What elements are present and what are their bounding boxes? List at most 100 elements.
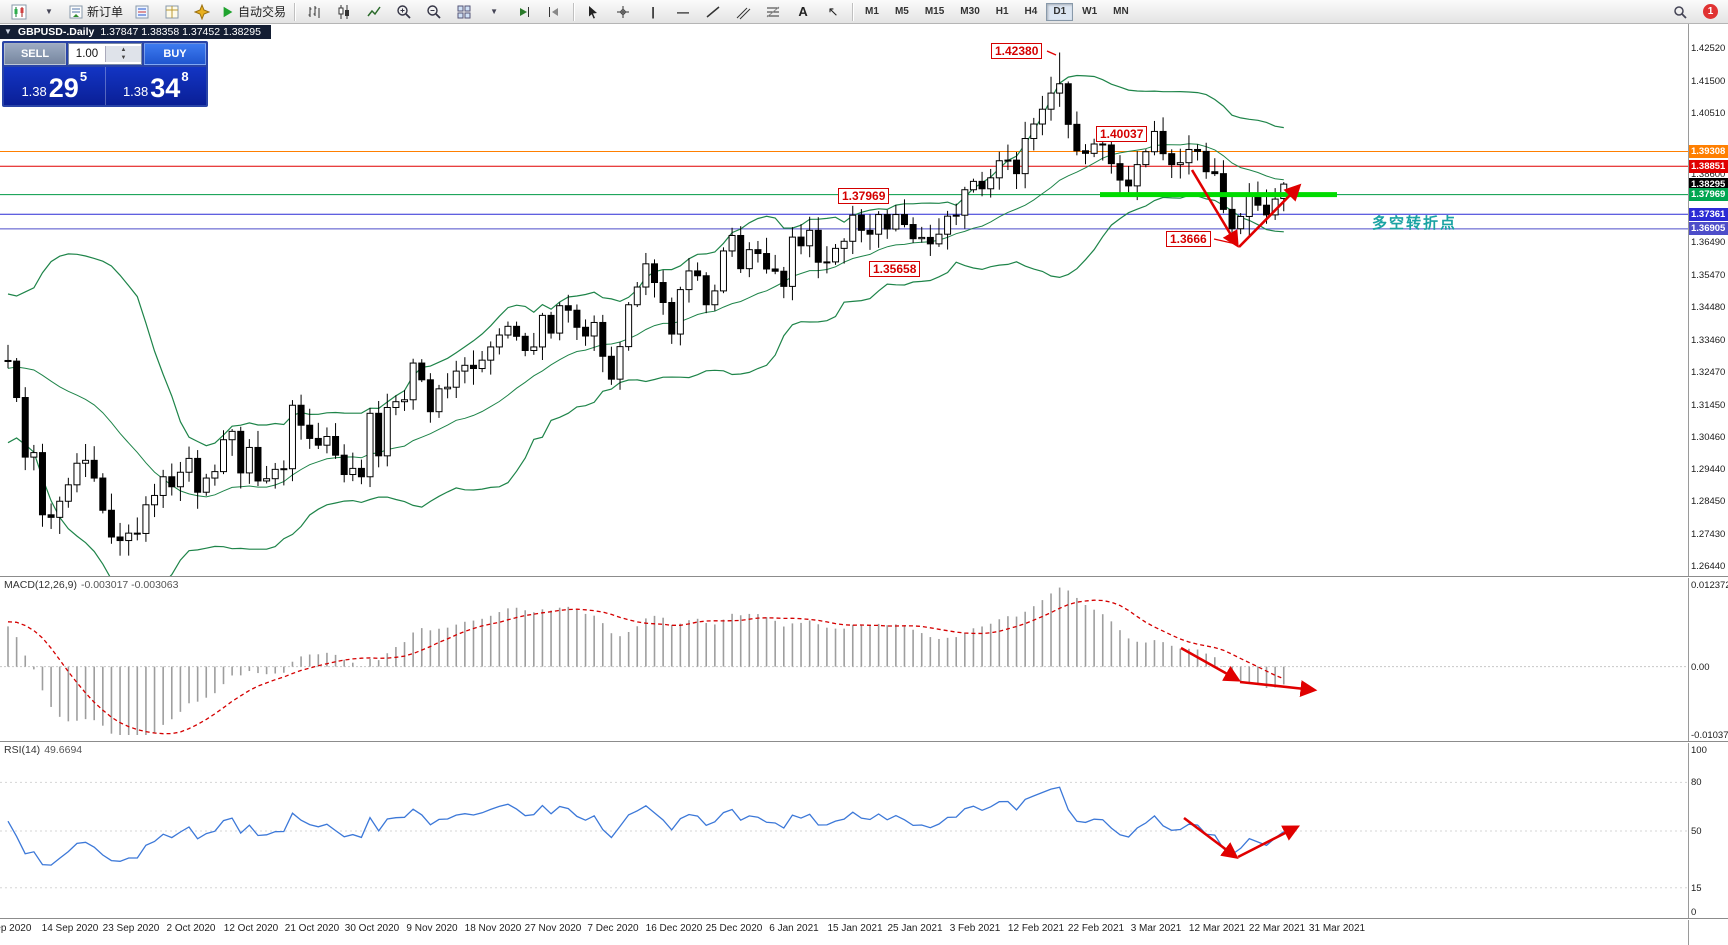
tf-button-H1[interactable]: H1 (989, 3, 1016, 21)
volume-value[interactable]: 1.00 (75, 48, 99, 60)
search-icon[interactable] (1665, 1, 1695, 23)
candle-body (1142, 151, 1150, 166)
chart-shift-button[interactable] (539, 1, 569, 23)
chinese-note-annotation[interactable]: 多空转折点 (1372, 215, 1458, 232)
panel-separator[interactable] (0, 576, 1728, 578)
tf-button-M15[interactable]: M15 (918, 3, 951, 21)
collapse-triangle-icon[interactable]: ▼ (4, 27, 12, 36)
price-annotation-box[interactable]: 1.35658 (869, 261, 921, 277)
line-chart-button[interactable] (359, 1, 389, 23)
candle-body (13, 360, 21, 399)
date-label: 27 Nov 2020 (524, 923, 582, 934)
market-watch-button[interactable] (127, 1, 157, 23)
tf-button-M5[interactable]: M5 (888, 3, 916, 21)
candle-body (814, 229, 822, 263)
candle-body (1082, 150, 1089, 154)
volume-up-button[interactable]: ▲ (105, 46, 141, 54)
date-label: Sep 2020 (0, 923, 32, 934)
candle-body (220, 439, 227, 473)
date-label: 12 Mar 2021 (1188, 923, 1246, 934)
candle-body (306, 424, 314, 439)
main-price-panel (0, 50, 1688, 576)
candle-body (263, 478, 271, 482)
buy-price[interactable]: 1.38 34 8 (104, 67, 206, 105)
candle-body (254, 446, 262, 482)
timeframe-buttons: M1 M5 M15 M30 H1 H4 D1 W1 MN (857, 2, 1137, 21)
tf-button-W1[interactable]: W1 (1075, 3, 1104, 21)
price-tick-label: 1.26440 (1691, 561, 1726, 572)
trend-arrow (1190, 169, 1239, 248)
candle-body (116, 536, 124, 542)
candle-body (366, 412, 374, 478)
candle-body (151, 494, 159, 506)
chart-title-tab[interactable]: ▼ GBPUSD-.Daily 1.37847 1.38358 1.37452 … (0, 25, 271, 39)
candle-body (685, 270, 693, 291)
tile-windows-button[interactable] (449, 1, 479, 23)
candle-body (849, 214, 857, 242)
templates-dropdown[interactable]: ▼ (490, 6, 498, 16)
trend-highlight-segment (1100, 192, 1337, 198)
candle-body (426, 379, 434, 413)
candle-body (1202, 150, 1210, 173)
price-tick-label: 1.38600 (1691, 169, 1726, 180)
price-annotation-box[interactable]: 1.37969 (838, 188, 890, 204)
candle-body (409, 362, 417, 401)
tf-button-D1[interactable]: D1 (1046, 2, 1074, 21)
autotrading-button[interactable]: 自动交易 (217, 1, 290, 23)
cursor-button[interactable] (578, 1, 608, 23)
candle-body (1150, 130, 1158, 153)
chart-list-dropdown[interactable]: ▼ (45, 6, 53, 16)
trendline-button[interactable] (698, 1, 728, 23)
tf-button-M30[interactable]: M30 (953, 3, 986, 21)
volume-control[interactable]: 1.00 ▲ ▼ (68, 43, 142, 65)
price-annotation-box[interactable]: 1.42380 (991, 43, 1043, 59)
candle-body (521, 335, 529, 351)
candle-body (271, 468, 279, 480)
candle-body (1133, 164, 1141, 187)
sell-price[interactable]: 1.38 29 5 (4, 67, 105, 105)
notification-badge[interactable]: 1 (1703, 4, 1718, 19)
crosshair-button[interactable] (608, 1, 638, 23)
candle-body (823, 261, 831, 264)
candle-body (323, 436, 331, 446)
fibonacci-button[interactable] (758, 1, 788, 23)
text-button[interactable]: A (798, 4, 808, 19)
tf-button-M1[interactable]: M1 (858, 3, 886, 21)
candle-body (564, 305, 572, 311)
bar-chart-button[interactable] (299, 1, 329, 23)
zoom-in-button[interactable] (389, 1, 419, 23)
auto-scroll-button[interactable] (509, 1, 539, 23)
navigator-button[interactable] (187, 1, 217, 23)
candle-body (38, 452, 46, 516)
candle-body (926, 236, 934, 245)
new-chart-button[interactable] (4, 1, 34, 23)
candle-body (892, 214, 900, 230)
panel-separator[interactable] (0, 918, 1728, 920)
date-label: 12 Oct 2020 (223, 923, 279, 934)
toolbar-separator (573, 2, 575, 21)
sell-button[interactable]: SELL (4, 43, 66, 65)
chart-canvas[interactable] (0, 0, 1688, 945)
candle-body (1038, 108, 1046, 125)
channel-button[interactable] (728, 1, 758, 23)
candle-body (952, 214, 960, 217)
price-axis[interactable]: 1.42520 1.41500 1.40510 1.38600 1.36490 1.354… (1688, 24, 1728, 945)
data-window-button[interactable] (157, 1, 187, 23)
new-order-button[interactable]: 新订单 (64, 1, 127, 23)
arrows-button[interactable]: ↖ (827, 4, 839, 19)
candlestick-button[interactable] (329, 1, 359, 23)
zoom-out-button[interactable] (419, 1, 449, 23)
horizontal-line-button[interactable]: — (677, 4, 690, 19)
candle-body (1176, 162, 1184, 166)
tf-button-H4[interactable]: H4 (1018, 3, 1045, 21)
buy-button[interactable]: BUY (144, 43, 206, 65)
candle-body (961, 189, 969, 216)
candle-body (642, 263, 650, 288)
volume-down-button[interactable]: ▼ (105, 54, 141, 62)
panel-separator[interactable] (0, 741, 1728, 743)
price-annotation-box[interactable]: 1.3666 (1166, 231, 1211, 247)
vertical-line-button[interactable]: | (651, 4, 655, 19)
tf-button-MN[interactable]: MN (1106, 3, 1136, 21)
price-annotation-box[interactable]: 1.40037 (1096, 126, 1148, 142)
